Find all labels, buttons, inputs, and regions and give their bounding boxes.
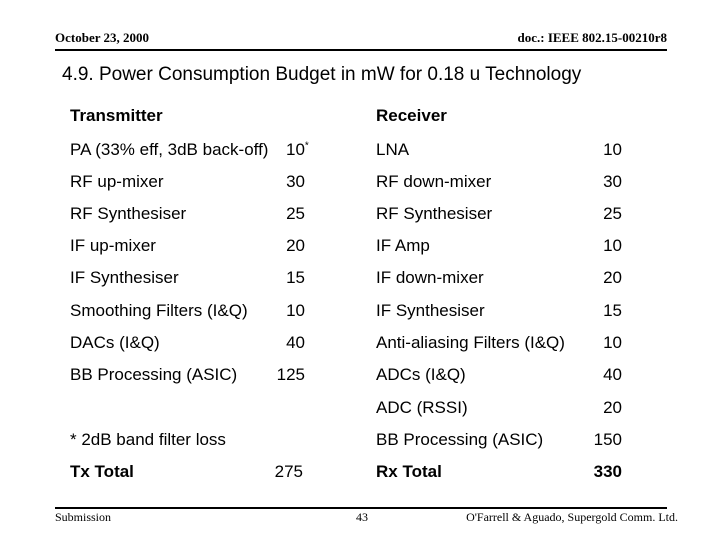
- tx-label-rf-synthesiser: RF Synthesiser: [70, 204, 187, 223]
- rx-label-rf-synthesiser: RF Synthesiser: [376, 204, 493, 223]
- rx-label-if-synthesiser: IF Synthesiser: [376, 301, 485, 320]
- rx-label-lna: LNA: [376, 140, 410, 159]
- tx-label-pa: PA (33% eff, 3dB back-off): [70, 140, 269, 159]
- rx-value-if-down-mixer: 20: [603, 268, 622, 287]
- tx-label-rf-up-mixer: RF up-mixer: [70, 172, 164, 191]
- tx-total-label: Tx Total: [70, 462, 134, 481]
- rx-label-rf-down-mixer: RF down-mixer: [376, 172, 492, 191]
- tx-label-if-up-mixer: IF up-mixer: [70, 236, 156, 255]
- footer-authors: O'Farrell & Aguado, Supergold Comm. Ltd.: [466, 510, 678, 524]
- header-rule: [55, 49, 667, 51]
- rx-value-adcs: 40: [603, 365, 622, 384]
- tx-label-smoothing-filters: Smoothing Filters (I&Q): [70, 301, 248, 320]
- rx-label-bb-processing: BB Processing (ASIC): [376, 430, 544, 449]
- tx-value-dacs: 40: [286, 333, 305, 352]
- rx-label-adcs: ADCs (I&Q): [376, 365, 466, 384]
- rx-label-anti-aliasing-filters: Anti-aliasing Filters (I&Q): [376, 333, 565, 352]
- footer-submission: Submission: [55, 510, 112, 524]
- rx-label-if-down-mixer: IF down-mixer: [376, 268, 484, 287]
- footer-page-number: 43: [356, 510, 368, 524]
- tx-footnote-marker: *: [304, 140, 309, 152]
- slide-title: 4.9. Power Consumption Budget in mW for …: [62, 64, 582, 85]
- receiver-heading: Receiver: [376, 106, 447, 125]
- tx-value-rf-synthesiser: 25: [286, 204, 305, 223]
- footer-rule: [55, 507, 667, 509]
- tx-value-if-synthesiser: 15: [286, 268, 305, 287]
- rx-total-label: Rx Total: [376, 462, 442, 481]
- rx-value-anti-aliasing-filters: 10: [603, 333, 622, 352]
- tx-value-if-up-mixer: 20: [286, 236, 305, 255]
- tx-value-bb-processing: 125: [276, 365, 305, 384]
- tx-value-smoothing-filters: 10: [286, 301, 305, 320]
- tx-label-dacs: DACs (I&Q): [70, 333, 160, 352]
- tx-row-label: PA (33% eff, 3dB back-off): [70, 140, 268, 160]
- tx-row-value: 10*: [286, 140, 309, 160]
- rx-value-bb-processing: 150: [593, 430, 622, 449]
- tx-footnote: * 2dB band filter loss: [70, 430, 226, 449]
- rx-value-adc-rssi: 20: [603, 398, 622, 417]
- rx-total-value: 330: [593, 462, 622, 481]
- rx-label-adc-rssi: ADC (RSSI): [376, 398, 468, 417]
- tx-total-value: 275: [274, 462, 303, 481]
- rx-value-rf-down-mixer: 30: [603, 172, 622, 191]
- tx-value-rf-up-mixer: 30: [286, 172, 305, 191]
- transmitter-heading: Transmitter: [70, 106, 163, 125]
- tx-label-if-synthesiser: IF Synthesiser: [70, 268, 179, 287]
- header-doc-id: doc.: IEEE 802.15-00210r8: [517, 30, 668, 45]
- tx-value-pa: 10: [286, 140, 305, 159]
- tx-label-bb-processing: BB Processing (ASIC): [70, 365, 238, 384]
- rx-value-if-amp: 10: [603, 236, 622, 255]
- rx-value-lna: 10: [603, 140, 622, 159]
- rx-label-if-amp: IF Amp: [376, 236, 430, 255]
- rx-value-rf-synthesiser: 25: [603, 204, 622, 223]
- header-date: October 23, 2000: [55, 30, 149, 45]
- rx-value-if-synthesiser: 15: [603, 301, 622, 320]
